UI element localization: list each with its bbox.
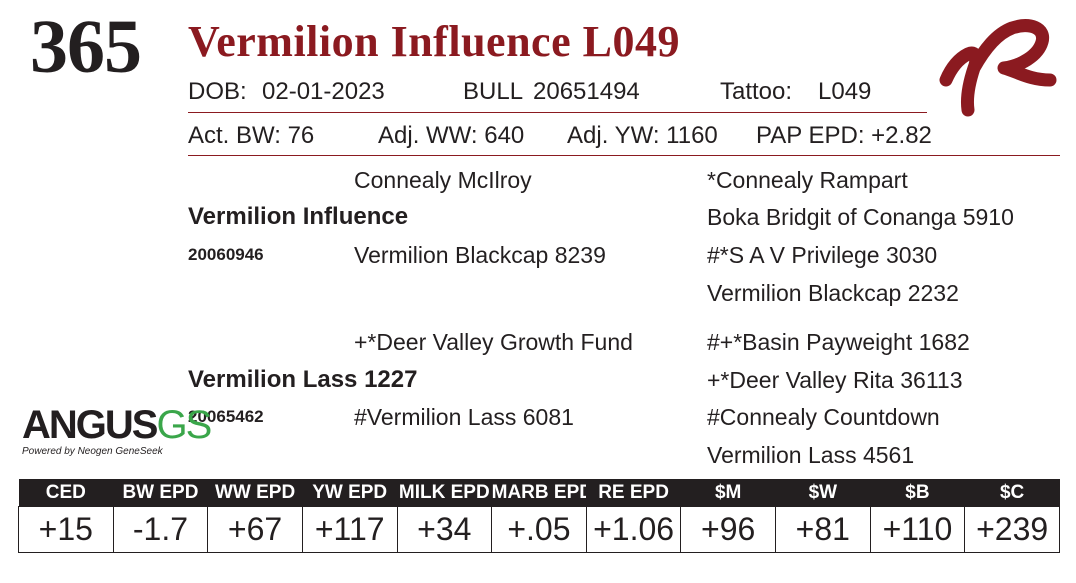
epd-header-row: CED BW EPD WW EPD YW EPD MILK EPD MARB EPD RE …: [18, 479, 1060, 507]
epd-value: +96: [701, 511, 756, 547]
epd-value: +15: [38, 511, 93, 547]
epd-value: +81: [795, 511, 850, 547]
dob-label: DOB:: [188, 78, 247, 105]
epd-header-label: CED: [45, 481, 86, 503]
dam-name: Vermilion Lass 1227: [188, 366, 418, 393]
dam-sire-dam: +*Deer Valley Rita 36113: [707, 367, 963, 393]
epd-header-cell: WW EPD: [207, 479, 303, 507]
epd-table: CED BW EPD WW EPD YW EPD MILK EPD MARB EPD RE …: [18, 479, 1060, 553]
pap-epd: PAP EPD: +2.82: [756, 122, 932, 149]
epd-value-cell: +15: [18, 506, 114, 553]
epd-value: +117: [314, 511, 385, 547]
sex-label: BULL: [463, 78, 524, 105]
sire-dam: Vermilion Blackcap 8239: [354, 242, 606, 268]
sire-registration: 20060946: [188, 245, 264, 264]
epd-header-cell: CED: [18, 479, 114, 507]
lot-number: 365: [30, 5, 142, 89]
sire-dam-sire: #*S A V Privilege 3030: [707, 242, 938, 268]
epd-value: +34: [417, 511, 472, 547]
epd-value-cell: +81: [775, 506, 871, 553]
divider-performance: [188, 155, 1060, 156]
dam-sire: +*Deer Valley Growth Fund: [354, 329, 633, 355]
epd-header-cell: $B: [870, 479, 965, 507]
epd-header-label: $B: [905, 481, 930, 503]
dam-dam-sire: #Connealy Countdown: [707, 404, 940, 430]
sire-sire-dam: Boka Bridgit of Conanga 5910: [707, 204, 1014, 230]
epd-value: +1.06: [593, 511, 675, 547]
dam-dam-dam: Vermilion Lass 4561: [707, 442, 915, 468]
epd-header-label: MARB EPD: [491, 481, 587, 503]
epd-value: +110: [882, 511, 953, 547]
sire-sire-sire: *Connealy Rampart: [707, 167, 908, 193]
epd-value-cell: +239: [964, 506, 1060, 553]
epd-header-label: YW EPD: [312, 481, 388, 503]
epd-value-row: +15 -1.7 +67 +117 +34 +.05 +1.06 +96 +81 +110 +239: [18, 506, 1060, 553]
angus-logo-word: ANGUS: [22, 403, 158, 447]
angus-logo-tagline: Powered by Neogen GeneSeek: [22, 446, 163, 457]
dam-dam: #Vermilion Lass 6081: [354, 404, 574, 430]
epd-value-cell: +67: [207, 506, 303, 553]
dam-registration: 20065462: [188, 407, 264, 426]
epd-value: +.05: [507, 511, 571, 547]
epd-header-label: MILK EPD: [398, 481, 490, 503]
act-bw: Act. BW: 76: [188, 122, 315, 149]
epd-header-label: BW EPD: [122, 481, 199, 503]
epd-header-cell: RE EPD: [586, 479, 681, 507]
dob-value: 02-01-2023: [262, 78, 385, 105]
sire-dam-dam: Vermilion Blackcap 2232: [707, 280, 959, 306]
adj-yw: Adj. YW: 1160: [567, 122, 718, 149]
divider-info: [188, 112, 927, 113]
epd-header-label: WW EPD: [214, 481, 296, 503]
sire-sire: Connealy McIlroy: [354, 167, 532, 193]
tattoo-label: Tattoo:: [720, 78, 793, 105]
animal-name: Vermilion Influence L049: [188, 17, 680, 66]
epd-value: +239: [976, 511, 1049, 547]
registration-number: 20651494: [533, 78, 640, 105]
ranch-brand-logo: [939, 19, 1057, 117]
epd-header-cell: $W: [775, 479, 871, 507]
epd-header-cell: BW EPD: [113, 479, 208, 507]
epd-header-label: RE EPD: [598, 481, 669, 503]
epd-header-cell: $C: [964, 479, 1060, 507]
adj-ww: Adj. WW: 640: [378, 122, 525, 149]
epd-value: -1.7: [132, 511, 188, 547]
epd-header-label: $C: [999, 481, 1025, 503]
epd-value-cell: +110: [869, 506, 966, 553]
epd-header-label: $M: [714, 481, 742, 503]
epd-value-cell: +.05: [491, 506, 587, 553]
epd-header-label: $W: [808, 481, 838, 503]
epd-value-cell: +117: [301, 506, 398, 553]
epd-header-cell: MARB EPD: [491, 479, 587, 507]
epd-value-cell: +1.06: [585, 506, 682, 553]
angus-gs-logo: ANGUSGS Powered by Neogen GeneSeek: [22, 403, 212, 458]
epd-header-cell: $M: [680, 479, 776, 507]
epd-value: +67: [227, 511, 283, 547]
epd-header-cell: MILK EPD: [397, 479, 492, 507]
epd-value-cell: -1.7: [112, 506, 209, 553]
epd-header-cell: YW EPD: [302, 479, 397, 507]
epd-value-cell: +96: [680, 506, 776, 553]
dam-sire-sire: #+*Basin Payweight 1682: [707, 329, 970, 355]
sire-name: Vermilion Influence: [188, 203, 409, 230]
angus-logo-gs: GS: [156, 403, 212, 447]
epd-value-cell: +34: [396, 506, 493, 553]
tattoo-value: L049: [818, 78, 872, 105]
angus-logo-wordmark: ANGUSGS: [22, 403, 212, 447]
